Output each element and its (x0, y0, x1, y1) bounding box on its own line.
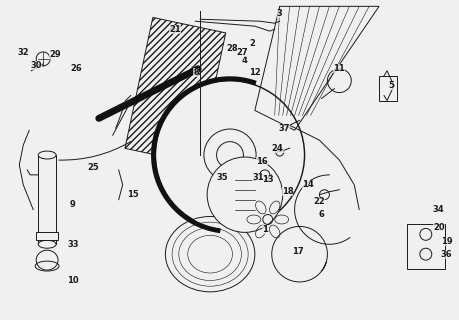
Text: 10: 10 (67, 276, 78, 285)
Circle shape (207, 157, 282, 232)
Text: 5: 5 (387, 81, 393, 90)
Bar (38, 155, 56, 244)
Text: 13: 13 (261, 175, 273, 184)
Text: 27: 27 (235, 48, 247, 57)
Ellipse shape (38, 240, 56, 248)
Text: 32: 32 (17, 48, 29, 57)
Text: 17: 17 (291, 247, 303, 256)
Ellipse shape (36, 250, 58, 270)
Text: 22: 22 (313, 197, 325, 206)
Text: 21: 21 (169, 25, 181, 34)
Text: 12: 12 (248, 68, 260, 77)
Text: 20: 20 (432, 223, 443, 232)
Text: 19: 19 (440, 237, 452, 246)
Text: 1: 1 (261, 225, 267, 234)
Bar (36, 232, 58, 240)
Text: 14: 14 (301, 180, 313, 189)
Text: 16: 16 (255, 157, 267, 166)
Text: 35: 35 (216, 173, 227, 182)
Bar (125, 17, 225, 164)
Ellipse shape (165, 217, 254, 292)
Text: 6: 6 (318, 210, 324, 219)
Text: 29: 29 (49, 51, 61, 60)
Text: 36: 36 (440, 250, 452, 259)
Text: 2: 2 (248, 38, 254, 48)
Text: 25: 25 (87, 164, 99, 172)
Text: 18: 18 (281, 187, 293, 196)
Text: 15: 15 (126, 190, 138, 199)
Text: 30: 30 (30, 61, 42, 70)
Text: 3: 3 (276, 9, 282, 18)
Bar (378, 76, 396, 100)
Text: 33: 33 (67, 240, 78, 249)
Text: 24: 24 (271, 144, 283, 153)
Text: 9: 9 (70, 200, 76, 209)
Text: 26: 26 (70, 64, 82, 73)
Text: 31: 31 (252, 173, 263, 182)
Circle shape (155, 81, 304, 229)
Text: 11: 11 (333, 64, 344, 73)
Ellipse shape (38, 151, 56, 159)
Text: 34: 34 (432, 205, 443, 214)
Text: 4: 4 (241, 56, 247, 65)
Text: 8: 8 (193, 68, 199, 77)
Text: 37: 37 (278, 124, 290, 133)
Bar (406, 224, 444, 269)
Text: 28: 28 (226, 44, 237, 53)
